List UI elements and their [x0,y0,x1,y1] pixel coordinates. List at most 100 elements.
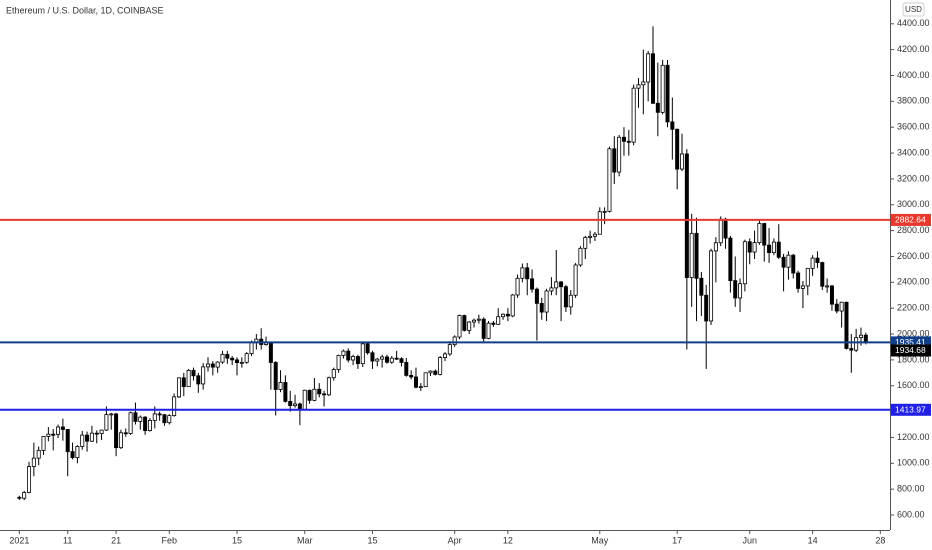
y-tick-label: 600.00 [897,509,925,519]
candle-body [665,64,670,123]
y-tick-label: 3000.00 [897,199,930,209]
candle-body [791,254,796,274]
candle-body [805,267,810,287]
x-tick-label: 15 [232,535,242,545]
candle-body [152,413,157,421]
candle-body [834,303,839,312]
candle-body [496,316,501,325]
candle-body [781,256,786,268]
candle-body [568,294,573,308]
currency-box [902,2,925,17]
candle-body [626,140,631,143]
candle-body [607,148,612,212]
x-tick-label: 17 [672,535,682,545]
candle-body [109,413,114,416]
candle-body [365,343,370,354]
candle-body [573,264,578,296]
candle-body [341,350,346,356]
candle-body [351,356,356,361]
candle-body [428,370,433,374]
y-tick-label: 4200.00 [897,44,930,54]
y-tick-label: 1600.00 [897,380,930,390]
y-tick-label: 3200.00 [897,173,930,183]
candle-body [322,393,327,396]
x-tick-label: 12 [503,535,513,545]
y-tick-label: 3800.00 [897,96,930,106]
candle-body [476,318,481,321]
candle-body [133,412,138,422]
candle-body [235,359,240,363]
candle-body [776,241,781,258]
candle-body [56,426,61,435]
candle-body [46,433,51,437]
candle-body [201,366,206,385]
candle-body [239,361,244,364]
candle-body [85,434,90,442]
candle-body [413,376,418,388]
candle-body [559,281,564,288]
candle-body [752,242,757,253]
candle-body [646,53,651,83]
candle-body [621,136,626,142]
candle-body [592,233,597,237]
candle-body [854,337,859,351]
candle-body [123,432,128,435]
candle-body [525,267,530,280]
candle-body [539,302,544,313]
candle-body [554,281,559,289]
candle-body [196,375,201,385]
price-label-bg [891,403,931,416]
candle-body [462,315,467,331]
y-tick-label: 800.00 [897,484,925,494]
candle-body [404,362,409,376]
candle-body [747,241,752,253]
x-tick-label: 28 [875,535,885,545]
candle-body [452,336,457,346]
candle-body [167,415,172,424]
candle-body [825,285,830,288]
candle-body [157,413,162,416]
candle-body [520,267,525,279]
candle-body [326,377,331,396]
y-tick-label: 1800.00 [897,354,930,364]
candle-body [41,436,46,451]
candle-body [22,492,27,499]
candle-body [723,218,728,239]
candle-body [230,357,235,361]
candle-body [491,322,496,325]
x-tick-label: 21 [111,535,121,545]
candle-body [65,429,70,453]
candle-body [99,429,104,434]
candle-body [225,353,230,359]
candle-body [597,211,602,235]
candle-body [394,357,399,360]
candle-body [409,374,414,378]
candle-body [17,496,22,499]
candle-body [36,449,41,459]
candle-body [810,257,815,269]
candle-body [346,350,351,361]
candle-body [191,369,196,377]
candle-body [709,250,714,322]
candle-body [375,358,380,362]
candle-body [680,153,685,170]
candle-body [738,283,743,299]
candle-body [684,153,689,278]
candle-body [578,247,583,266]
candle-body [505,313,510,317]
candle-body [118,432,123,449]
candle-body [447,344,452,355]
candle-body [510,294,515,317]
y-tick-label: 3600.00 [897,122,930,132]
candle-body [176,377,181,398]
candle-body [839,301,844,312]
candle-body [771,241,776,253]
candle-body [307,389,312,401]
candle-body [438,357,443,375]
y-tick-label: 2000.00 [897,328,930,338]
candle-body [181,377,186,388]
candle-body [588,235,593,238]
candle-body [147,419,152,431]
candle-body [694,232,699,279]
candle-body [636,84,641,89]
